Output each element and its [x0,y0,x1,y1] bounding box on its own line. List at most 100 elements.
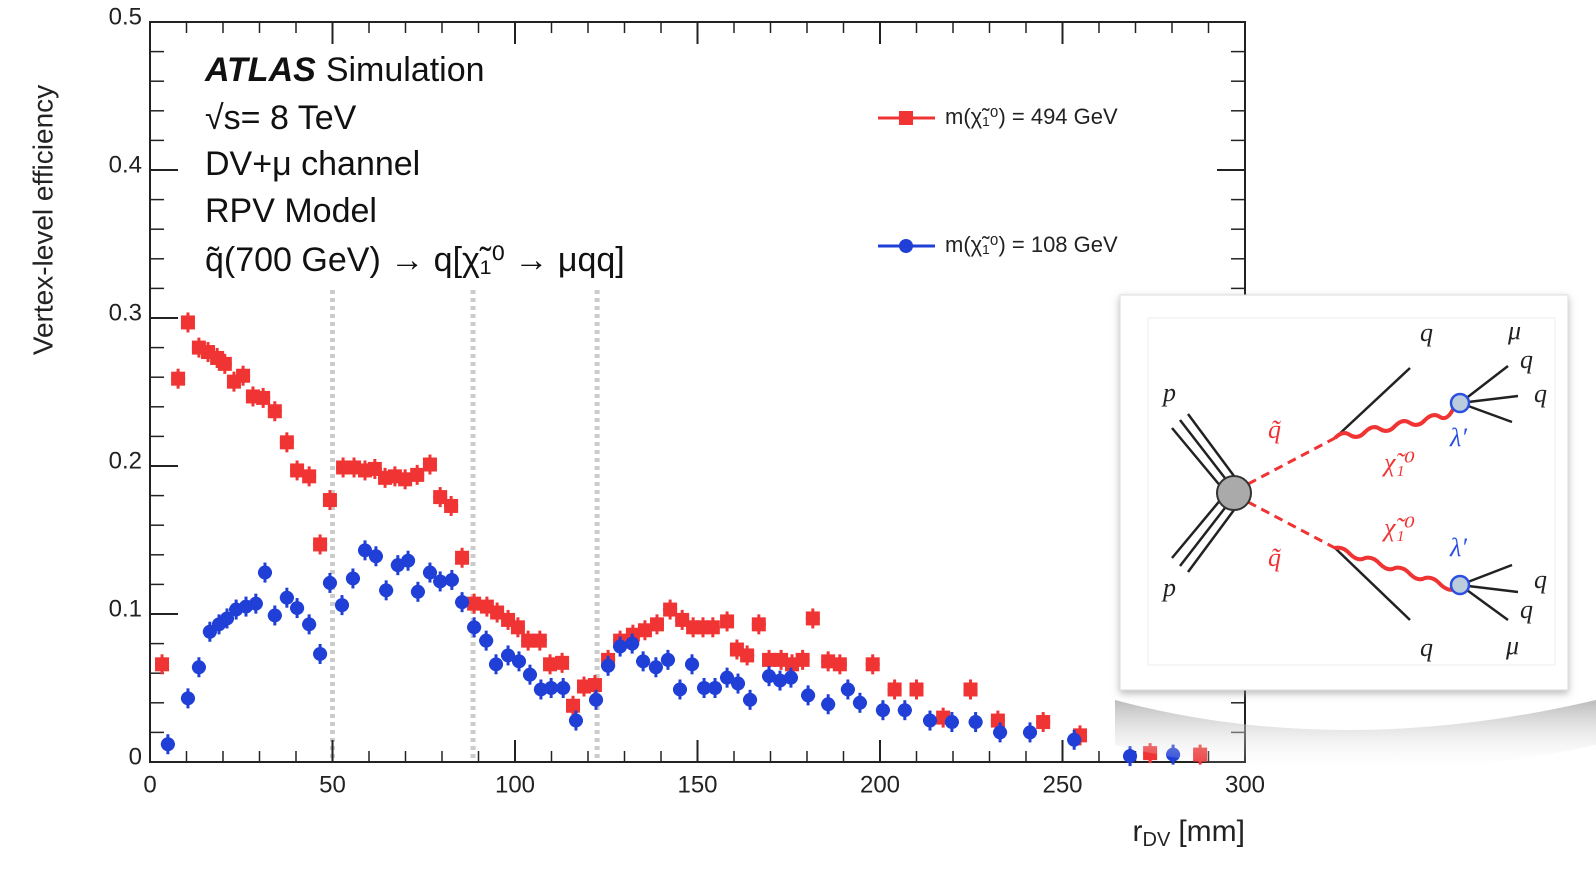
marker [555,655,570,670]
x-tick-label: 200 [860,771,900,798]
marker [155,657,170,672]
data-point [556,678,571,698]
marker [191,660,206,675]
data-point [236,365,251,386]
marker [840,682,855,697]
marker [805,611,820,626]
data-point [601,655,616,676]
data-point [887,679,902,700]
data-point [444,495,459,516]
marker [334,598,349,613]
marker [256,390,271,405]
data-point [256,387,271,408]
marker [887,682,902,697]
inset-shadow [1115,700,1596,773]
rpv-vertex [1449,392,1471,414]
y-tick-label: 0.1 [109,595,142,622]
marker [1023,725,1038,740]
marker [740,648,755,663]
data-point [398,469,413,490]
data-point [963,679,978,700]
data-point [512,651,527,672]
marker [257,565,272,580]
marker [566,698,581,713]
marker [968,715,983,730]
marker [455,550,470,565]
marker [783,670,798,685]
data-point [821,651,836,672]
data-point [923,710,938,731]
rpv-vertex [1449,574,1471,596]
marker [963,682,978,697]
data-point [675,609,690,630]
marker [220,611,235,626]
diagram-label: p [1161,573,1176,602]
data-point [290,460,305,481]
diagram-label: χ̃₁⁰ [1381,448,1415,477]
legend-marker [899,111,913,125]
marker [589,692,604,707]
data-point [279,432,294,453]
data-point [1036,712,1051,733]
data-point [555,652,570,673]
data-point [217,353,232,374]
data-point [533,679,548,700]
diagram-label: p [1161,378,1176,407]
annotation: ATLAS Simulation [204,51,485,89]
data-point [467,617,482,638]
data-point [467,593,482,614]
data-point [762,666,777,687]
marker [422,457,437,472]
marker [625,636,640,651]
status: Simulation [326,51,485,89]
data-point [410,464,425,485]
data-point [625,633,640,654]
legend-label: m(χ̃₁⁰) = 108 GeV [945,232,1118,257]
marker [248,596,263,611]
data-point [180,688,195,709]
data-point [801,685,816,706]
marker [731,676,746,691]
marker [336,460,351,475]
data-point [821,694,836,715]
inset-diagram: p p q̃ q̃ χ̃₁⁰ χ̃₁⁰ λ′ λ′ q μ q q q q μ … [1115,294,1596,773]
data-point [322,490,337,511]
diagram-label: q [1520,345,1533,374]
data-point [302,614,317,635]
data-point [455,592,470,613]
data-point [672,679,687,700]
marker [467,596,482,611]
marker [685,657,700,672]
data-point [313,643,328,664]
vertex [1216,475,1252,511]
data-point [1023,722,1038,743]
marker [180,315,195,330]
marker [897,703,912,718]
marker [832,657,847,672]
marker [852,695,867,710]
data-point [479,630,494,651]
marker [821,697,836,712]
marker [521,633,536,648]
marker [697,681,712,695]
marker [675,612,690,627]
marker [785,657,800,672]
marker [532,633,547,648]
data-point [944,712,959,733]
neutralino-lines [1333,404,1457,592]
data-point [568,710,583,731]
marker [923,713,938,728]
marker [795,652,810,667]
marker [398,472,413,487]
data-point [455,547,470,568]
marker [801,688,816,703]
marker [601,658,616,673]
x-label-symbol: r [1133,815,1143,848]
x-tick-label: 100 [495,771,535,798]
inset-frame [1147,317,1556,666]
experiment: ATLAS [204,51,316,89]
marker [501,648,516,663]
data-point [566,695,581,716]
x-label-unit: [mm] [1178,815,1245,848]
marker [637,623,652,638]
